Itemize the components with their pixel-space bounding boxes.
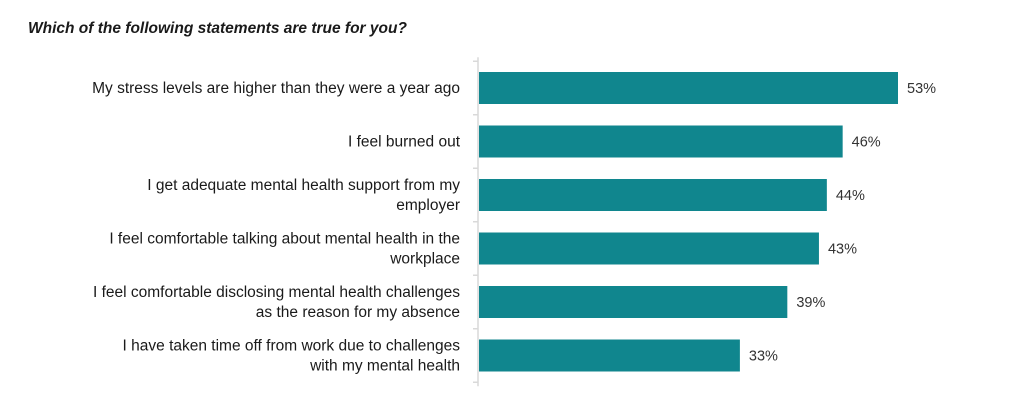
category-label-2: I feel burned out <box>348 134 461 151</box>
bar-2 <box>479 125 843 158</box>
category-label-6: I have taken time off from work due to c… <box>123 338 461 375</box>
value-label-3: 44% <box>836 188 865 204</box>
bar-6 <box>479 339 740 372</box>
value-label-5: 39% <box>796 295 825 311</box>
category-label-line: employer <box>396 197 460 214</box>
bar-3 <box>479 179 827 211</box>
category-label-line: workplace <box>389 251 460 268</box>
category-label-line: with my mental health <box>309 358 460 375</box>
category-label-line: I feel comfortable disclosing mental hea… <box>93 284 460 301</box>
value-label-2: 46% <box>852 135 881 151</box>
category-label-line: I feel comfortable talking about mental … <box>109 231 460 248</box>
category-label-line: I feel burned out <box>348 134 461 151</box>
category-label-line: I have taken time off from work due to c… <box>123 338 461 355</box>
value-label-4: 43% <box>828 242 857 258</box>
bar-1 <box>479 72 898 104</box>
category-label-3: I get adequate mental health support fro… <box>147 177 460 214</box>
category-label-5: I feel comfortable disclosing mental hea… <box>93 284 460 321</box>
category-label-line: I get adequate mental health support fro… <box>147 177 460 194</box>
category-label-1: My stress levels are higher than they we… <box>92 80 460 97</box>
category-label-line: as the reason for my absence <box>256 304 460 321</box>
bar-4 <box>479 232 819 265</box>
bar-5 <box>479 286 788 318</box>
chart-title: Which of the following statements are tr… <box>28 20 407 37</box>
value-label-6: 33% <box>749 349 778 365</box>
category-label-line: My stress levels are higher than they we… <box>92 80 460 97</box>
value-label-1: 53% <box>907 81 936 97</box>
category-label-4: I feel comfortable talking about mental … <box>109 231 460 268</box>
